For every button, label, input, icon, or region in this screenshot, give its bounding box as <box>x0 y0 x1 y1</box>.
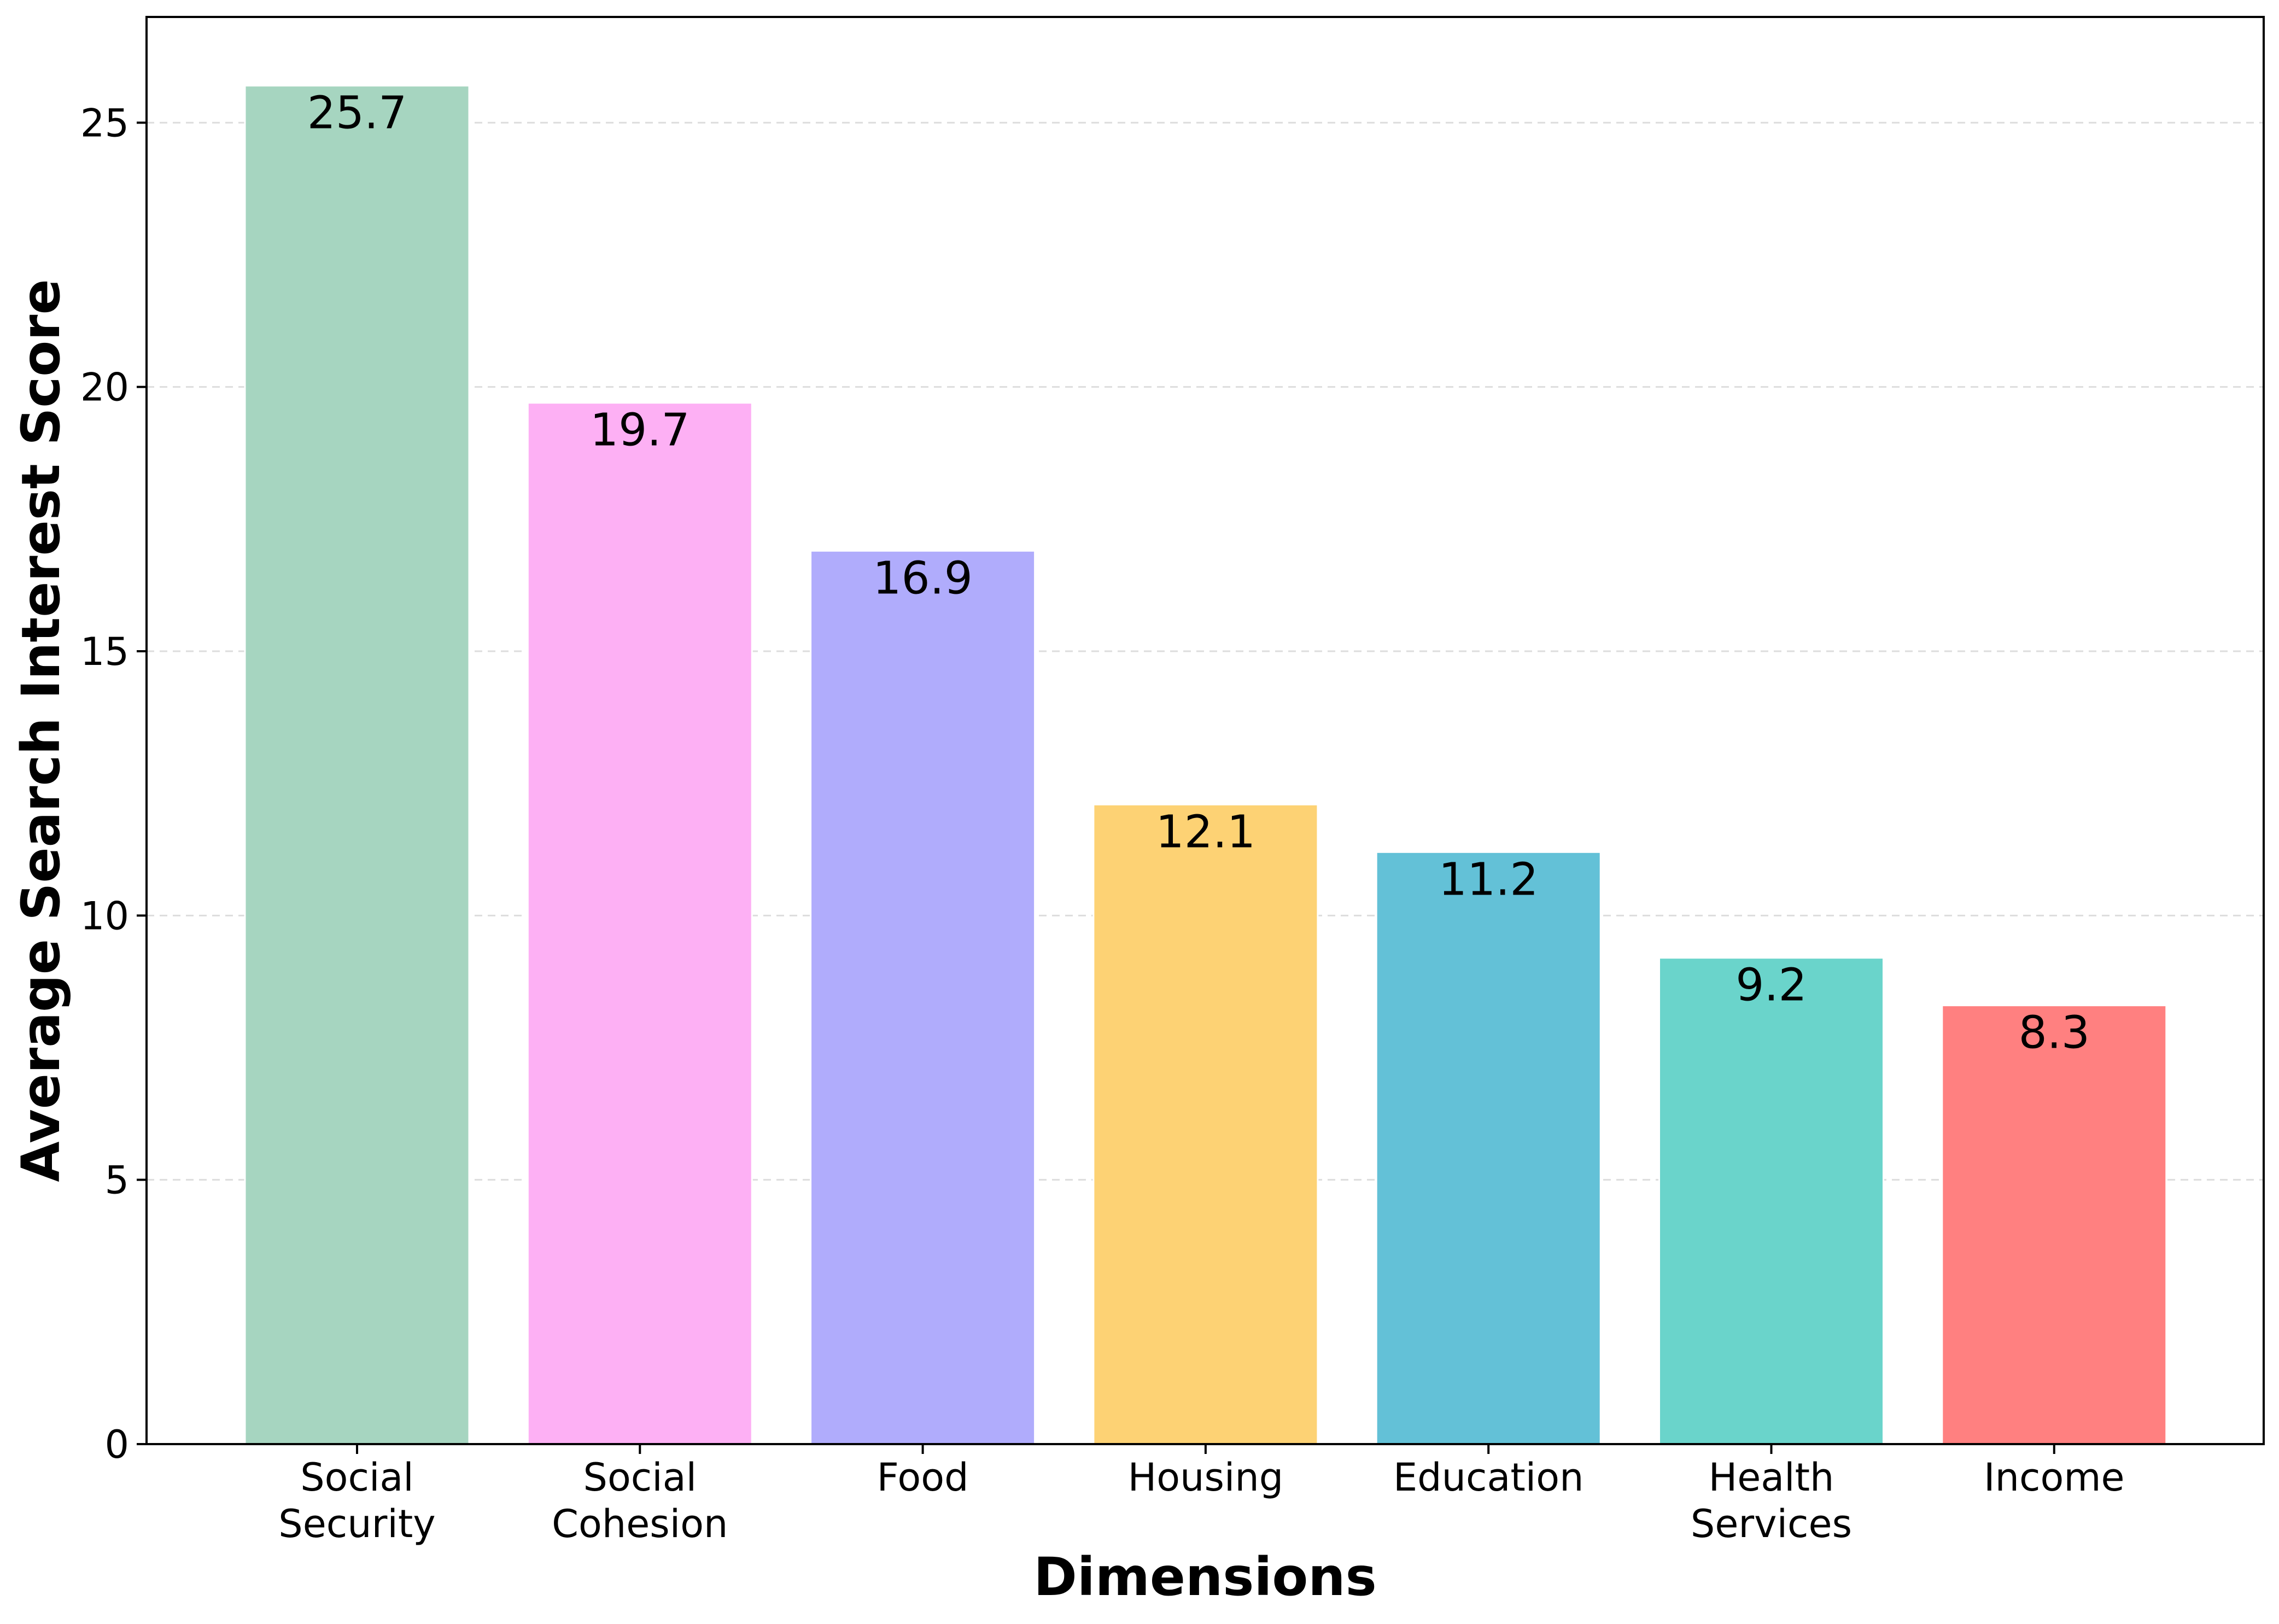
x-tick-label: Social Security <box>278 1455 435 1546</box>
bar-value-labels: 25.7 19.7 16.9 12.1 11.2 9.2 8.3 <box>307 87 2090 1059</box>
bar-value-label: 19.7 <box>590 405 690 457</box>
bar <box>1658 957 1884 1445</box>
x-tick-label: Housing <box>1128 1455 1284 1500</box>
bar <box>1092 803 1319 1445</box>
bar <box>244 85 470 1445</box>
y-tick-label: 20 <box>80 365 129 410</box>
x-tick-label: Health Services <box>1691 1455 1852 1546</box>
bar <box>1375 851 1602 1445</box>
y-tick-label: 5 <box>104 1158 129 1203</box>
bar-value-label: 12.1 <box>1156 806 1256 858</box>
bar <box>527 402 753 1445</box>
x-tick-label: Income <box>1984 1455 2125 1500</box>
bars <box>244 85 2167 1445</box>
bar-value-label: 8.3 <box>2019 1007 2090 1059</box>
bar <box>810 550 1036 1445</box>
x-tick-label: Education <box>1393 1455 1584 1500</box>
bar-value-label: 25.7 <box>307 87 407 139</box>
bar-value-label: 9.2 <box>1735 960 1807 1012</box>
x-tick-label: Social Cohesion <box>552 1455 728 1546</box>
y-tick-label: 15 <box>80 629 129 674</box>
y-axis-title: Average Search Interest Score <box>10 279 72 1182</box>
y-tick-label: 25 <box>80 101 129 145</box>
y-tick-label: 10 <box>80 893 129 938</box>
y-tick-label: 0 <box>104 1422 129 1467</box>
x-tick-label: Food <box>877 1455 969 1500</box>
bar-value-label: 16.9 <box>873 552 973 604</box>
y-axis-ticks: 0 5 10 15 20 25 <box>80 101 147 1467</box>
bar <box>1941 1004 2167 1445</box>
x-axis-title: Dimensions <box>1033 1546 1377 1608</box>
x-axis-ticks: Social Security Social Cohesion Food Housing E… <box>278 1444 2125 1546</box>
gridlines <box>147 121 2264 1181</box>
bar-value-label: 11.2 <box>1439 854 1539 906</box>
